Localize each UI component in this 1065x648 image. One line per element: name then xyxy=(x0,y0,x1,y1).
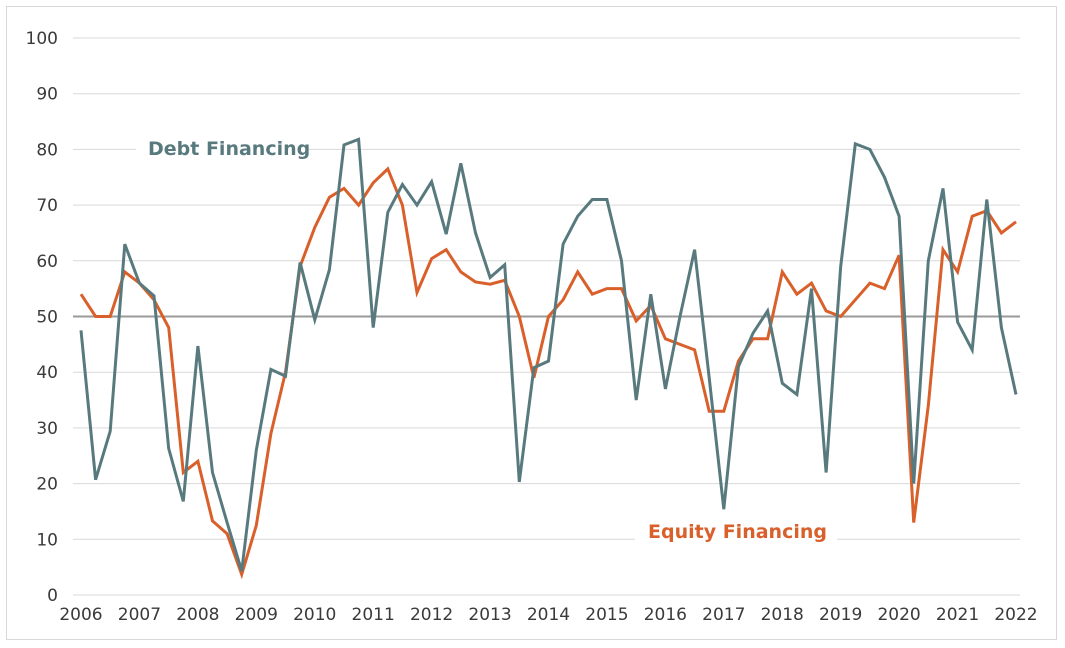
y-tick-label: 90 xyxy=(36,85,58,105)
x-axis-ticks: 2006 2007 2008 2009 2010 2011 2012 2013 2014 2015… xyxy=(59,605,1037,625)
x-tick-label: 2018 xyxy=(761,605,804,625)
y-tick-label: 100 xyxy=(26,29,58,49)
x-tick-label: 2022 xyxy=(994,605,1037,625)
x-tick-label: 2017 xyxy=(702,605,745,625)
equity-label-bg xyxy=(635,516,837,548)
y-tick-label: 60 xyxy=(36,252,58,272)
x-tick-label: 2010 xyxy=(293,605,336,625)
debt-label-bg xyxy=(136,132,308,164)
x-tick-label: 2012 xyxy=(410,605,453,625)
y-tick-label: 10 xyxy=(36,530,58,550)
x-tick-label: 2008 xyxy=(176,605,219,625)
y-tick-label: 70 xyxy=(36,196,58,216)
y-axis-ticks: 0 10 20 30 40 50 60 70 80 90 100 xyxy=(26,29,58,606)
equity-financing-line xyxy=(79,166,1017,580)
y-tick-label: 20 xyxy=(36,475,58,495)
x-tick-label: 2021 xyxy=(936,605,979,625)
x-tick-label: 2011 xyxy=(352,605,395,625)
series-lines xyxy=(79,137,1018,580)
chart-frame xyxy=(6,6,1057,640)
x-tick-label: 2019 xyxy=(819,605,862,625)
x-tick-label: 2014 xyxy=(527,605,570,625)
x-tick-label: 2006 xyxy=(59,605,102,625)
y-tick-label: 30 xyxy=(36,419,58,439)
x-tick-label: 2015 xyxy=(585,605,628,625)
y-tick-label: 40 xyxy=(36,363,58,383)
y-tick-label: 0 xyxy=(47,586,58,606)
y-tick-label: 80 xyxy=(36,140,58,160)
x-tick-label: 2013 xyxy=(468,605,511,625)
x-tick-label: 2009 xyxy=(235,605,278,625)
x-tick-label: 2020 xyxy=(877,605,920,625)
debt-financing-line xyxy=(79,137,1018,572)
debt-series-label: Debt Financing xyxy=(148,138,310,160)
x-tick-label: 2016 xyxy=(644,605,687,625)
gridlines xyxy=(73,37,1020,596)
equity-series-label: Equity Financing xyxy=(648,521,827,543)
y-tick-label: 50 xyxy=(36,308,58,328)
x-tick-label: 2007 xyxy=(118,605,161,625)
